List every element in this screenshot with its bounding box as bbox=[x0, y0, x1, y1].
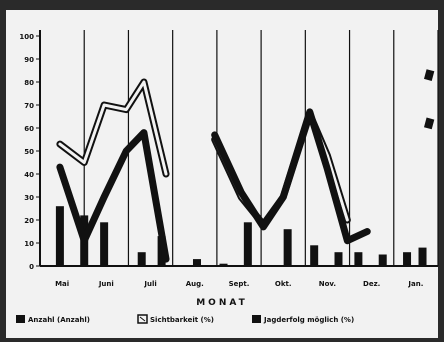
marker-point bbox=[423, 69, 435, 81]
chart-paper bbox=[6, 10, 438, 338]
y-tick-label: 20 bbox=[24, 217, 34, 225]
bar bbox=[219, 263, 228, 266]
marker-series bbox=[423, 69, 435, 130]
bar bbox=[192, 259, 201, 266]
bar bbox=[310, 245, 319, 266]
x-tick-label: Mai bbox=[55, 280, 69, 288]
bar bbox=[418, 247, 427, 266]
y-tick-label: 80 bbox=[24, 79, 34, 87]
x-tick-label: Juni bbox=[98, 280, 114, 288]
category-gridlines bbox=[83, 30, 439, 266]
y-tick-label: 0 bbox=[29, 263, 34, 271]
bar bbox=[137, 252, 146, 266]
legend-swatch bbox=[252, 315, 261, 323]
x-tick-label: Nov. bbox=[319, 280, 336, 288]
y-tick-label: 10 bbox=[24, 240, 34, 248]
marker-point bbox=[423, 117, 435, 130]
x-tick-label: Aug. bbox=[186, 280, 204, 288]
y-tick-label: 70 bbox=[24, 102, 34, 110]
x-axis-title: MONAT bbox=[196, 298, 248, 308]
y-tick-label: 60 bbox=[24, 125, 34, 133]
y-tick-label: 50 bbox=[24, 148, 34, 156]
legend-label: Anzahl (Anzahl) bbox=[28, 316, 90, 324]
line-series-jagderfolg bbox=[56, 129, 170, 263]
bar bbox=[283, 229, 292, 266]
line-series-jagderfolg bbox=[211, 108, 371, 245]
x-tick-label: Jan. bbox=[407, 280, 423, 288]
y-tick-label: 100 bbox=[19, 33, 34, 41]
legend-swatch-hatch bbox=[139, 316, 146, 322]
x-tick-label: Dez. bbox=[363, 280, 380, 288]
y-tick-labels: 0 10 20 30 40 50 60 70 80 90 100 bbox=[19, 33, 40, 271]
line-series-sichtbarkeit-inner bbox=[58, 80, 168, 176]
bar bbox=[100, 222, 109, 266]
bar bbox=[378, 254, 387, 266]
legend: Anzahl (Anzahl) Sichtbarkeit (%) Jagderfol… bbox=[16, 314, 354, 324]
bar bbox=[354, 252, 363, 266]
y-tick-label: 30 bbox=[24, 194, 34, 202]
bar bbox=[334, 252, 343, 266]
x-tick-labels: Mai Juni Juli Aug. Sept. Okt. Nov. Dez. Jan. bbox=[55, 280, 423, 288]
y-tick-label: 40 bbox=[24, 171, 34, 179]
bar bbox=[403, 252, 412, 266]
x-tick-label: Juli bbox=[143, 280, 156, 288]
bar bbox=[55, 206, 64, 266]
legend-label: Jagderfolg möglich (%) bbox=[263, 316, 354, 324]
x-tick-label: Sept. bbox=[229, 280, 250, 288]
bar bbox=[243, 222, 252, 266]
legend-swatch bbox=[16, 315, 25, 323]
y-tick-label: 90 bbox=[24, 56, 34, 64]
x-tick-label: Okt. bbox=[275, 280, 292, 288]
legend-label: Sichtbarkeit (%) bbox=[150, 316, 214, 324]
line-series bbox=[56, 78, 371, 263]
